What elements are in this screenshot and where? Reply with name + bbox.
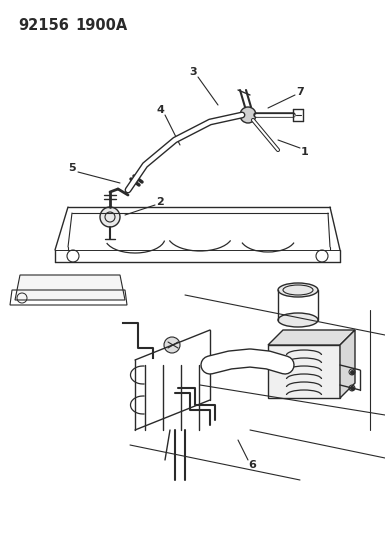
Text: 4: 4 bbox=[156, 105, 164, 115]
Polygon shape bbox=[268, 345, 340, 398]
Polygon shape bbox=[15, 275, 125, 300]
Polygon shape bbox=[268, 330, 355, 345]
Text: 92156: 92156 bbox=[18, 18, 69, 33]
Text: 5: 5 bbox=[68, 163, 76, 173]
Text: 7: 7 bbox=[296, 87, 304, 97]
Ellipse shape bbox=[278, 313, 318, 327]
Text: 3: 3 bbox=[189, 67, 197, 77]
Ellipse shape bbox=[278, 283, 318, 297]
Text: 1: 1 bbox=[301, 147, 309, 157]
Circle shape bbox=[240, 107, 256, 123]
Text: 6: 6 bbox=[248, 460, 256, 470]
Circle shape bbox=[100, 207, 120, 227]
Text: 1900A: 1900A bbox=[75, 18, 127, 33]
Polygon shape bbox=[340, 330, 355, 398]
Circle shape bbox=[164, 337, 180, 353]
Text: 2: 2 bbox=[156, 197, 164, 207]
